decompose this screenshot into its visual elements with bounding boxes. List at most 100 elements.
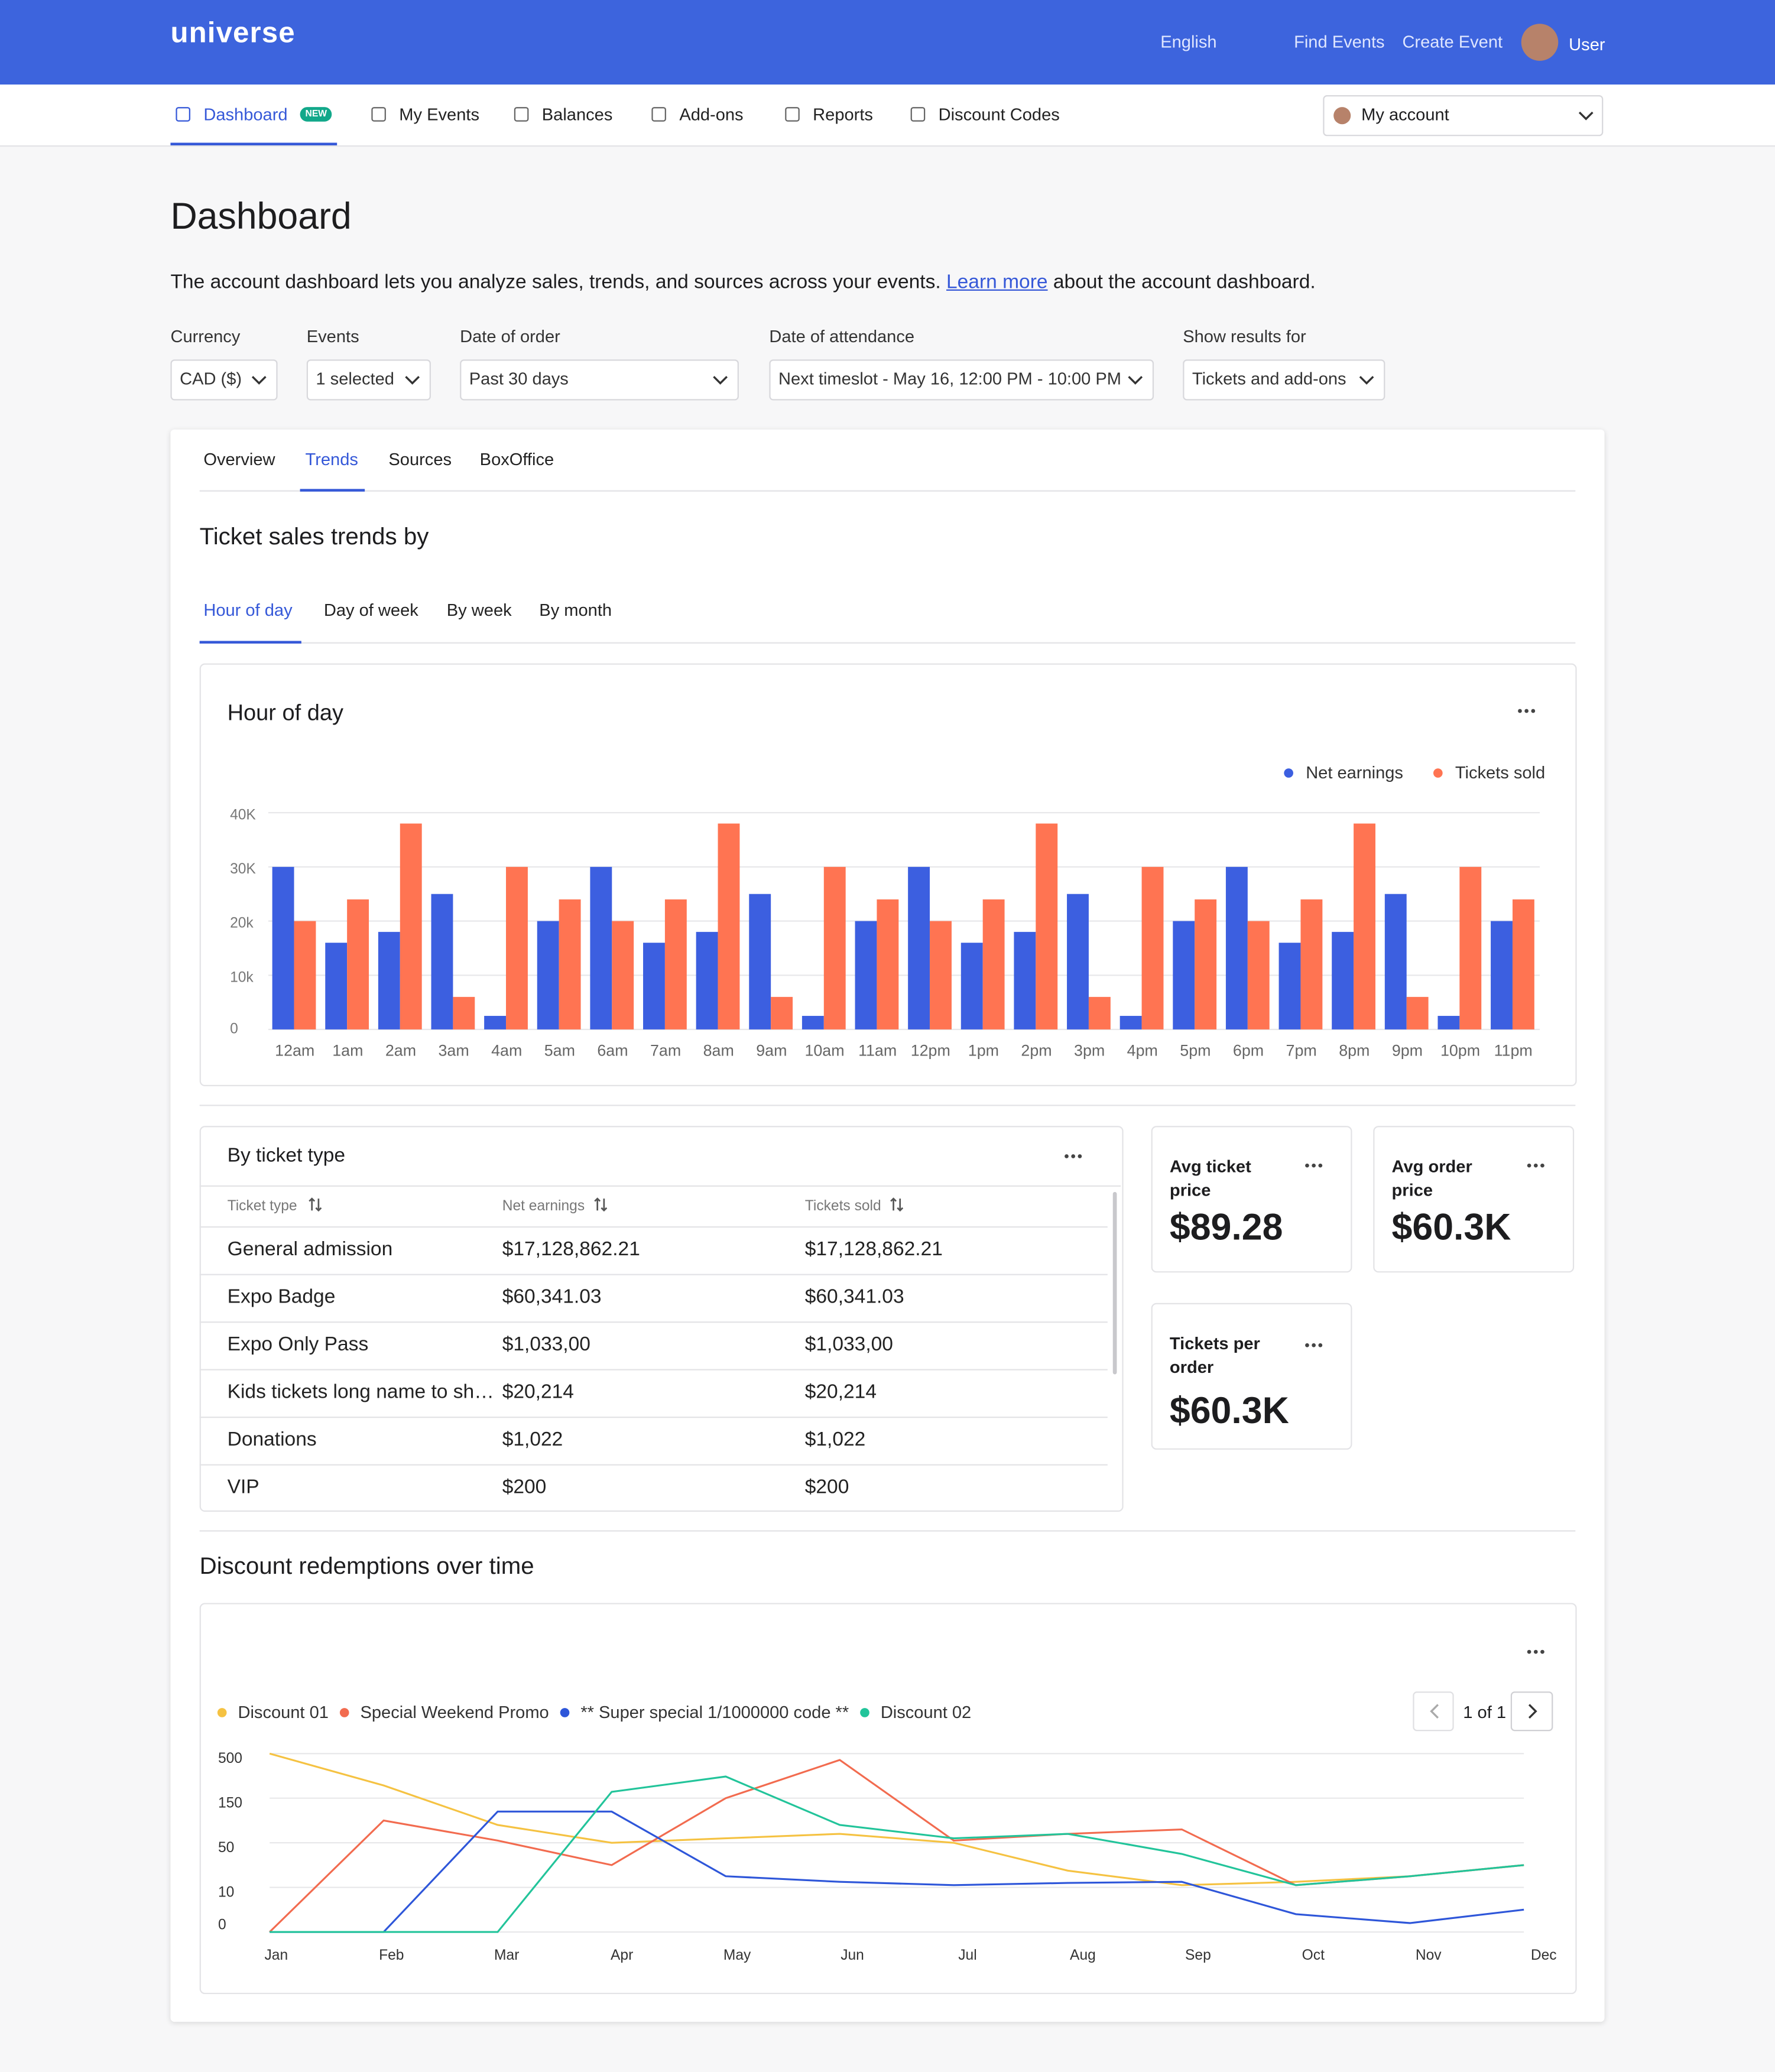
sort-icon[interactable] (890, 1197, 904, 1212)
header-link[interactable]: Find Events (1294, 31, 1385, 52)
bar (1406, 996, 1429, 1029)
nav-item[interactable]: Balances (541, 104, 613, 125)
more-menu[interactable] (1305, 1343, 1323, 1348)
x-tick-label: Feb (379, 1947, 404, 1963)
more-menu[interactable] (1064, 1154, 1082, 1159)
language-link[interactable]: English (1160, 31, 1217, 52)
tab[interactable]: Trends (305, 449, 358, 469)
legend-dot (560, 1708, 570, 1717)
table-cell: $200 (502, 1476, 547, 1499)
bar (1173, 921, 1195, 1029)
x-tick-label: 7am (650, 1042, 681, 1060)
x-tick-label: 3am (439, 1042, 469, 1060)
account-label: My account (1361, 104, 1449, 125)
column-header[interactable]: Ticket type (227, 1199, 297, 1214)
nav-item[interactable]: My Events (399, 104, 479, 125)
bar (771, 996, 793, 1029)
tab[interactable]: BoxOffice (479, 449, 554, 469)
column-header[interactable]: Tickets sold (804, 1199, 881, 1214)
user-name[interactable]: User (1569, 34, 1605, 54)
table-cell: $60,341.03 (502, 1285, 602, 1308)
next-page[interactable] (1510, 1691, 1553, 1732)
stat-value: $60.3K (1391, 1206, 1511, 1248)
table-cell: $17,128,862.21 (804, 1238, 943, 1261)
table-box (199, 1126, 1124, 1512)
subtab[interactable]: By month (539, 600, 612, 620)
x-tick-label: Mar (494, 1947, 519, 1963)
row-line (199, 1369, 1108, 1370)
subtab[interactable]: Hour of day (203, 600, 293, 620)
header-link[interactable]: Create Event (1402, 31, 1503, 52)
learn-more-link[interactable]: Learn more (946, 271, 1048, 294)
nav-item[interactable]: Reports (813, 104, 873, 125)
table-cell: Expo Badge (227, 1285, 336, 1308)
filter-select[interactable] (1183, 359, 1385, 401)
x-tick-label: 11am (858, 1042, 897, 1060)
sort-icon[interactable] (593, 1197, 608, 1212)
dashboard-card (170, 429, 1605, 2022)
sort-icon[interactable] (308, 1197, 323, 1212)
legend-dot (1433, 768, 1443, 778)
bar (1195, 899, 1217, 1029)
filter-value: 1 selected (316, 368, 394, 389)
chart-box (199, 663, 1577, 1087)
bar (696, 931, 718, 1029)
table-cell: $17,128,862.21 (502, 1238, 640, 1261)
more-menu[interactable] (1527, 1649, 1545, 1655)
tab-underline (300, 489, 365, 492)
nav-item[interactable]: Discount Codes (938, 104, 1060, 125)
subtab[interactable]: Day of week (323, 600, 418, 620)
table-cell: General admission (227, 1238, 393, 1261)
column-header[interactable]: Net earnings (502, 1199, 585, 1214)
bar (718, 823, 740, 1029)
x-tick-label: 9pm (1392, 1042, 1423, 1060)
chevron (251, 376, 267, 385)
filter-label: Date of attendance (769, 326, 915, 346)
more-menu[interactable] (1527, 1163, 1545, 1168)
stat-card (1373, 1126, 1575, 1273)
nav-item[interactable]: Add-ons (679, 104, 744, 125)
chart-title: Discount redemptions over time (199, 1553, 534, 1580)
filter-select[interactable] (460, 359, 739, 401)
y-tick-label: 0 (218, 1917, 226, 1933)
filter-select[interactable] (769, 359, 1154, 401)
table-cell: $60,341.03 (804, 1285, 904, 1308)
prev-page[interactable] (1413, 1691, 1454, 1732)
arrow (1528, 1704, 1537, 1719)
bar (1141, 866, 1164, 1029)
avatar[interactable] (1521, 24, 1559, 61)
tab[interactable]: Sources (388, 449, 452, 469)
bar (908, 866, 930, 1029)
x-tick-label: 5am (544, 1042, 575, 1060)
tab[interactable]: Overview (203, 449, 275, 469)
x-tick-label: 12am (275, 1042, 314, 1060)
bar (1300, 899, 1323, 1029)
y-tick-label: 0 (230, 1021, 238, 1037)
subtab[interactable]: By week (446, 600, 512, 620)
more-menu[interactable] (1305, 1163, 1323, 1168)
filter-select[interactable] (306, 359, 431, 401)
bar (590, 866, 612, 1029)
bar (484, 1015, 507, 1029)
line (269, 1752, 1524, 1886)
more-menu[interactable] (1517, 709, 1536, 714)
stat-label: Tickets per order (1169, 1333, 1260, 1377)
y-tick-label: 50 (218, 1840, 234, 1856)
bar (855, 921, 877, 1029)
bar-chart: Hour of day 0 10k 20k 30K 40K 12am 1am 2am 3am 4am… (228, 701, 1546, 1060)
pagination: 1 of 1 (1463, 1702, 1507, 1722)
x-tick-label: May (723, 1947, 751, 1963)
filter-select[interactable] (170, 359, 278, 401)
x-tick-label: Jun (841, 1947, 864, 1963)
x-tick-label: 1am (332, 1042, 363, 1060)
x-tick-label: Oct (1302, 1947, 1325, 1963)
y-tick-label: 30K (230, 861, 256, 877)
bar (643, 943, 665, 1029)
table-cell: $1,022 (502, 1428, 563, 1451)
account-select[interactable] (1323, 95, 1604, 137)
row-line (199, 1226, 1108, 1228)
row-line (199, 1417, 1108, 1418)
x-tick-label: Dec (1531, 1947, 1557, 1963)
nav-item[interactable]: Dashboard (203, 104, 288, 125)
